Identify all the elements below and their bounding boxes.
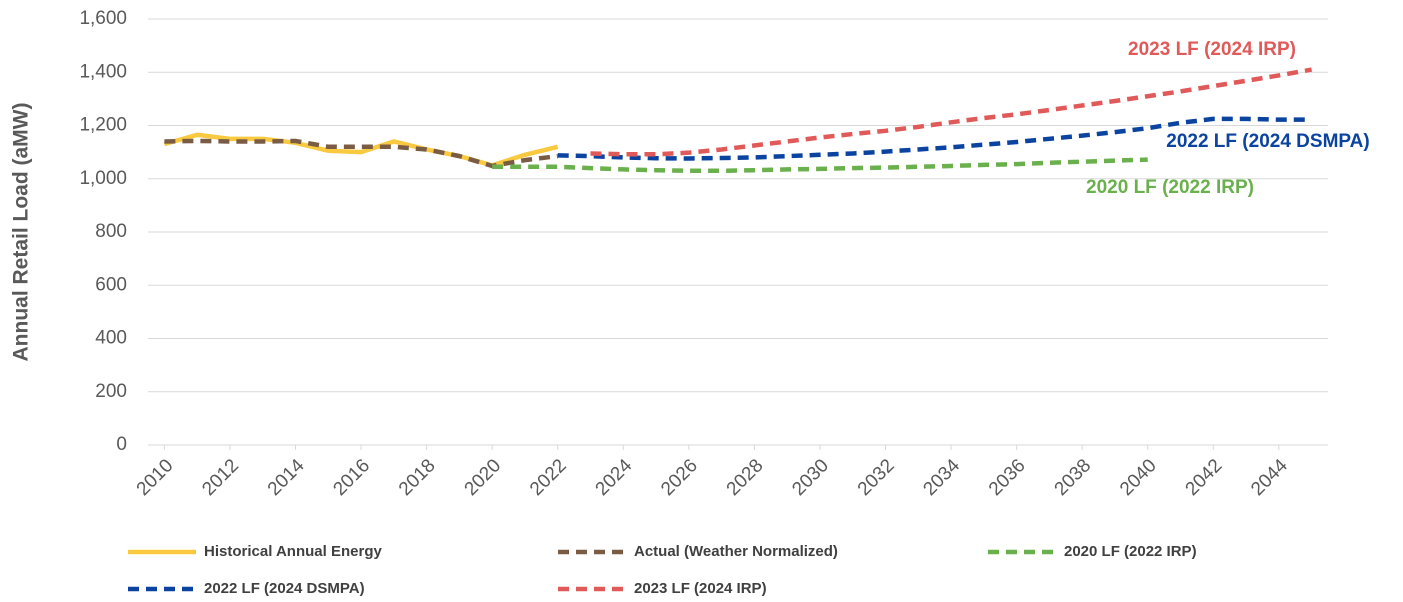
legend-label: Actual (Weather Normalized)	[634, 543, 838, 560]
y-tick-label: 200	[95, 381, 127, 402]
x-tick-label: 2040	[1116, 455, 1161, 500]
x-tick-label: 2032	[854, 455, 899, 500]
y-tick-label: 1,600	[79, 8, 127, 29]
series-line	[492, 157, 1148, 174]
annotation: 2022 LF (2024 DSMPA)	[1166, 131, 1369, 152]
x-tick-label: 2024	[592, 455, 637, 500]
series-line	[590, 67, 1313, 157]
x-tick-label: 2018	[395, 455, 440, 500]
x-tick-label: 2042	[1182, 455, 1227, 500]
x-tick-label: 2034	[919, 455, 964, 500]
x-tick-label: 2014	[264, 455, 309, 500]
y-tick-label: 1,000	[79, 168, 127, 189]
legend-label: 2020 LF (2022 IRP)	[1064, 543, 1197, 560]
y-tick-label: 400	[95, 328, 127, 349]
x-tick-label: 2028	[723, 455, 768, 500]
y-tick-label: 800	[95, 221, 127, 242]
legend-label: 2023 LF (2024 IRP)	[634, 580, 767, 597]
x-tick-label: 2026	[657, 455, 702, 500]
annotation: 2023 LF (2024 IRP)	[1128, 39, 1296, 60]
x-tick-label: 2010	[133, 455, 178, 500]
y-tick-label: 1,400	[79, 61, 127, 82]
legend-label: Historical Annual Energy	[204, 543, 382, 560]
x-tick-label: 2036	[985, 455, 1030, 500]
y-tick-label: 0	[116, 434, 127, 455]
x-tick-label: 2016	[329, 455, 374, 500]
x-tick-label: 2030	[788, 455, 833, 500]
annotation: 2020 LF (2022 IRP)	[1086, 177, 1254, 198]
x-tick-label: 2044	[1247, 455, 1292, 500]
x-tick-label: 2012	[198, 455, 243, 500]
x-tick-label: 2020	[461, 455, 506, 500]
y-tick-label: 1,200	[79, 115, 127, 136]
x-tick-label: 2022	[526, 455, 571, 500]
y-tick-label: 600	[95, 274, 127, 295]
legend-label: 2022 LF (2024 DSMPA)	[204, 580, 365, 597]
y-axis-label: Annual Retail Load (aMW)	[10, 103, 33, 362]
x-tick-label: 2038	[1051, 455, 1096, 500]
